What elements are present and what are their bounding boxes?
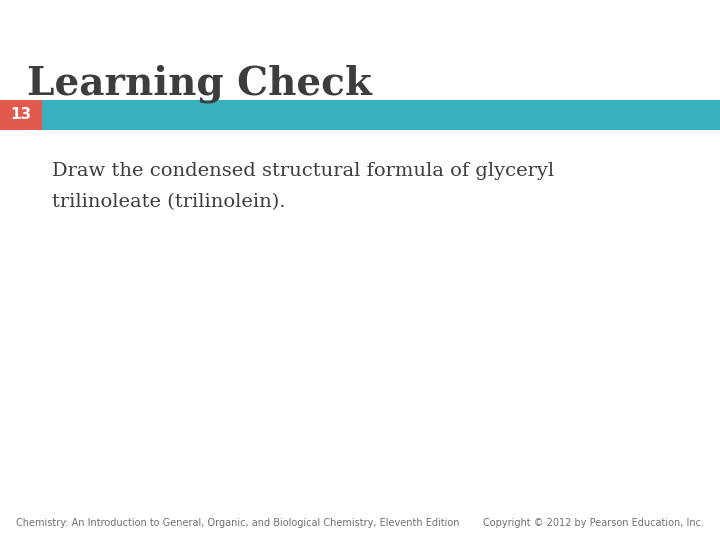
Text: Learning Check: Learning Check — [27, 65, 372, 103]
Bar — [42, 100, 720, 130]
Text: Draw the condensed structural formula of glyceryl: Draw the condensed structural formula of… — [52, 162, 554, 180]
Text: Copyright © 2012 by Pearson Education, Inc.: Copyright © 2012 by Pearson Education, I… — [483, 518, 704, 528]
Text: trilinoleate (trilinolein).: trilinoleate (trilinolein). — [52, 193, 285, 211]
Text: Chemistry: An Introduction to General, Organic, and Biological Chemistry, Eleven: Chemistry: An Introduction to General, O… — [16, 518, 459, 528]
Text: 13: 13 — [10, 107, 32, 122]
Bar — [0, 100, 42, 130]
